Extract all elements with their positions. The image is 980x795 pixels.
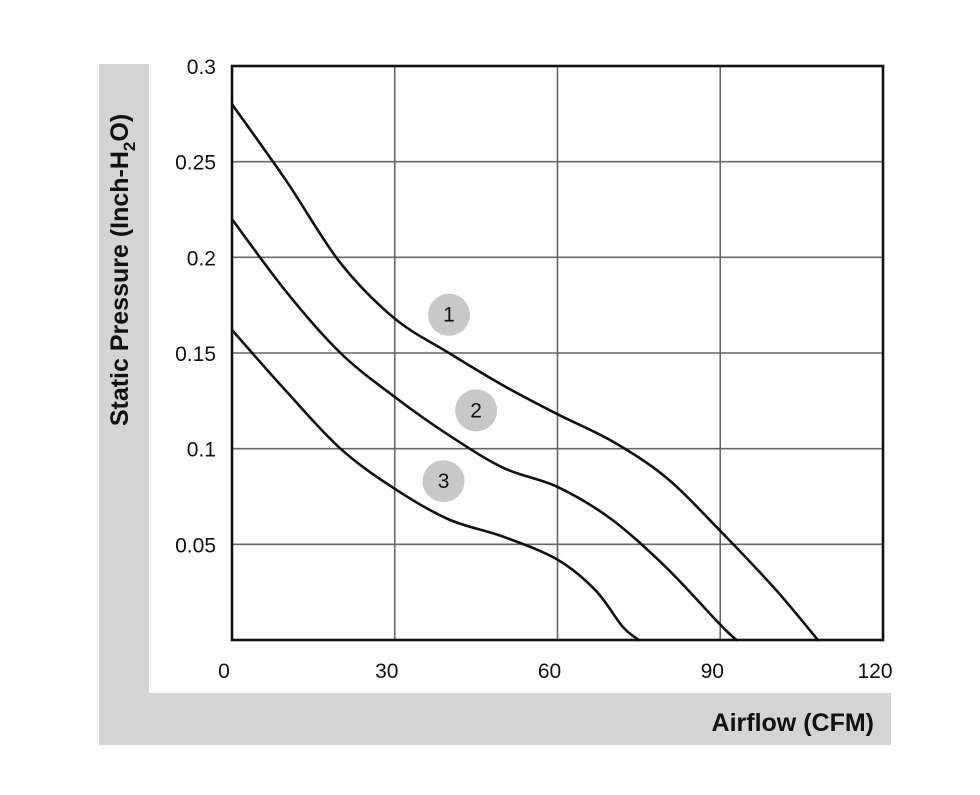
y-axis-title-main: Static Pressure (Inch-H xyxy=(106,151,134,426)
y-tick-label: 0.3 xyxy=(187,56,216,79)
series-line-3 xyxy=(230,328,641,642)
series-line-1 xyxy=(230,103,820,642)
curves xyxy=(230,103,820,642)
y-axis-title-subscript: 2 xyxy=(120,142,139,151)
x-tick-label: 90 xyxy=(701,660,724,683)
y-tick-label: 0.15 xyxy=(175,343,216,366)
series-badge-3 xyxy=(422,460,465,503)
x-axis-band xyxy=(99,693,891,745)
plot-frame xyxy=(230,64,885,642)
y-tick-label: 0.25 xyxy=(175,152,216,175)
series-label-2: 2 xyxy=(470,399,482,422)
x-tick-label: 0 xyxy=(218,660,230,683)
series-label-3: 3 xyxy=(438,470,450,493)
series-line-2 xyxy=(230,217,738,642)
series-badge-2 xyxy=(455,389,498,432)
y-tick-label: 0.1 xyxy=(187,439,216,462)
y-axis-title-tail: O) xyxy=(106,114,134,142)
grid xyxy=(232,66,883,640)
x-tick-label: 60 xyxy=(538,660,561,683)
series-badge-1 xyxy=(428,293,470,336)
y-axis-title: Static Pressure (Inch-H2O) xyxy=(106,114,139,426)
y-tick-label: 0.05 xyxy=(175,534,216,557)
tick-labels: 0 30 60 90 120 0.3 0.25 0.2 0.15 0.1 0.05 xyxy=(175,56,892,683)
curve-labels: 1 2 3 xyxy=(422,293,498,503)
x-tick-label: 30 xyxy=(375,660,398,683)
y-axis-band xyxy=(99,64,149,745)
x-axis-title: Airflow (CFM) xyxy=(712,709,874,737)
y-tick-label: 0.2 xyxy=(187,247,216,270)
x-tick-label: 120 xyxy=(857,660,892,683)
series-label-1: 1 xyxy=(443,304,455,327)
